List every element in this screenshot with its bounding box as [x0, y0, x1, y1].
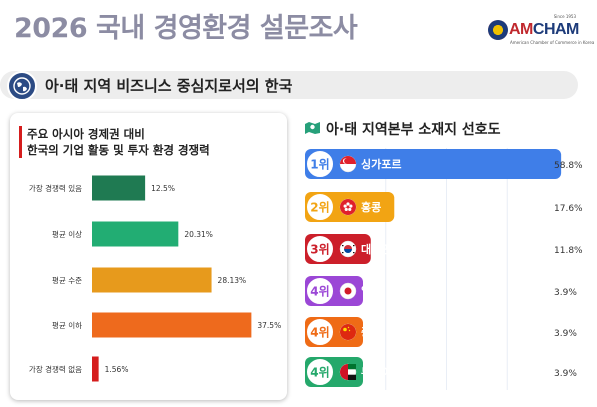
competitiveness-card — [10, 113, 287, 400]
korea-flag — [339, 240, 357, 258]
singapore-flag — [339, 155, 357, 173]
bar — [92, 312, 252, 338]
rank-label: 4위 — [310, 285, 329, 299]
value-label: 11.8% — [554, 246, 583, 256]
hq-preference-bar-chart: 1위 싱가포르 58.8% 2위 홍콩 17.6% 3위 대한민국 11.8% 4위 일본 3.9% 4… — [305, 148, 583, 390]
page-title: 2026 국내 경영환경 설문조사 — [14, 13, 358, 44]
category-label: 싱가포르 — [361, 157, 401, 171]
rank-badge — [305, 192, 335, 222]
rank-label: 3위 — [310, 243, 329, 257]
category-label: 일본 — [361, 284, 381, 298]
logo-wordmark: AMCHAM — [509, 21, 579, 38]
bar — [92, 221, 179, 247]
rank-badge — [305, 149, 335, 179]
value-label: 17.6% — [554, 204, 583, 214]
rank-label: 4위 — [310, 326, 329, 340]
rank-label: 2위 — [310, 201, 329, 215]
logo-since: Since 1953 — [553, 14, 576, 19]
rank-badge — [305, 234, 335, 264]
value-label: 3.9% — [554, 329, 577, 339]
category-label: 평균 수준 — [52, 275, 82, 285]
category-label: 가장 경쟁력 없음 — [29, 364, 82, 374]
globe-icon — [7, 71, 37, 101]
rank-label: 4위 — [310, 366, 329, 380]
hq-preference-chart-title: 아·태 지역본부 소재지 선호도 — [326, 122, 501, 138]
value-label: 1.56% — [105, 365, 129, 374]
competitiveness-chart-title: 주요 아시아 경제권 대비 한국의 기업 활동 및 투자 환경 경쟁력 — [27, 127, 210, 157]
card-title-marker — [19, 126, 22, 158]
category-label: 가장 경쟁력 있음 — [29, 183, 82, 193]
value-label: 12.5% — [151, 184, 175, 193]
map-icon — [305, 122, 320, 134]
rank-badge — [305, 357, 335, 387]
japan-flag — [339, 282, 357, 300]
rank-label: 1위 — [310, 158, 329, 172]
competitiveness-bar-chart: 가장 경쟁력 있음 12.5% 평균 이상 20.31% 평균 수준 28.13% 평균 이… — [29, 175, 281, 382]
category-label: 평균 이하 — [52, 320, 82, 330]
value-label: 58.8% — [554, 161, 583, 171]
value-label: 37.5% — [257, 321, 281, 330]
uae-flag — [339, 363, 357, 381]
category-label: 두바이 — [361, 365, 391, 379]
logo-subtitle: American Chamber of Commerce in Korea — [510, 40, 595, 45]
value-label: 3.9% — [554, 369, 577, 379]
section-banner — [0, 71, 578, 99]
bar — [92, 356, 99, 382]
bar — [92, 175, 146, 201]
section-title: 아·태 지역 비즈니스 중심지로서의 한국 — [45, 77, 293, 95]
logo-seal-icon — [488, 20, 508, 40]
value-label: 20.31% — [184, 230, 213, 239]
amcham-logo: Since 1953 AMCHAM American Chamber of Co… — [488, 14, 595, 50]
rank-badge — [305, 317, 335, 347]
bar — [92, 267, 212, 293]
category-label: 대한민국 — [361, 242, 401, 256]
category-label: 평균 이상 — [52, 229, 82, 239]
category-label: 중국 — [361, 326, 381, 339]
hongkong-flag — [339, 198, 357, 216]
value-label: 3.9% — [554, 288, 577, 298]
rank-badge — [305, 276, 335, 306]
category-label: 홍콩 — [361, 200, 381, 214]
value-label: 28.13% — [218, 276, 247, 285]
bar — [305, 149, 562, 179]
china-flag — [339, 323, 357, 341]
